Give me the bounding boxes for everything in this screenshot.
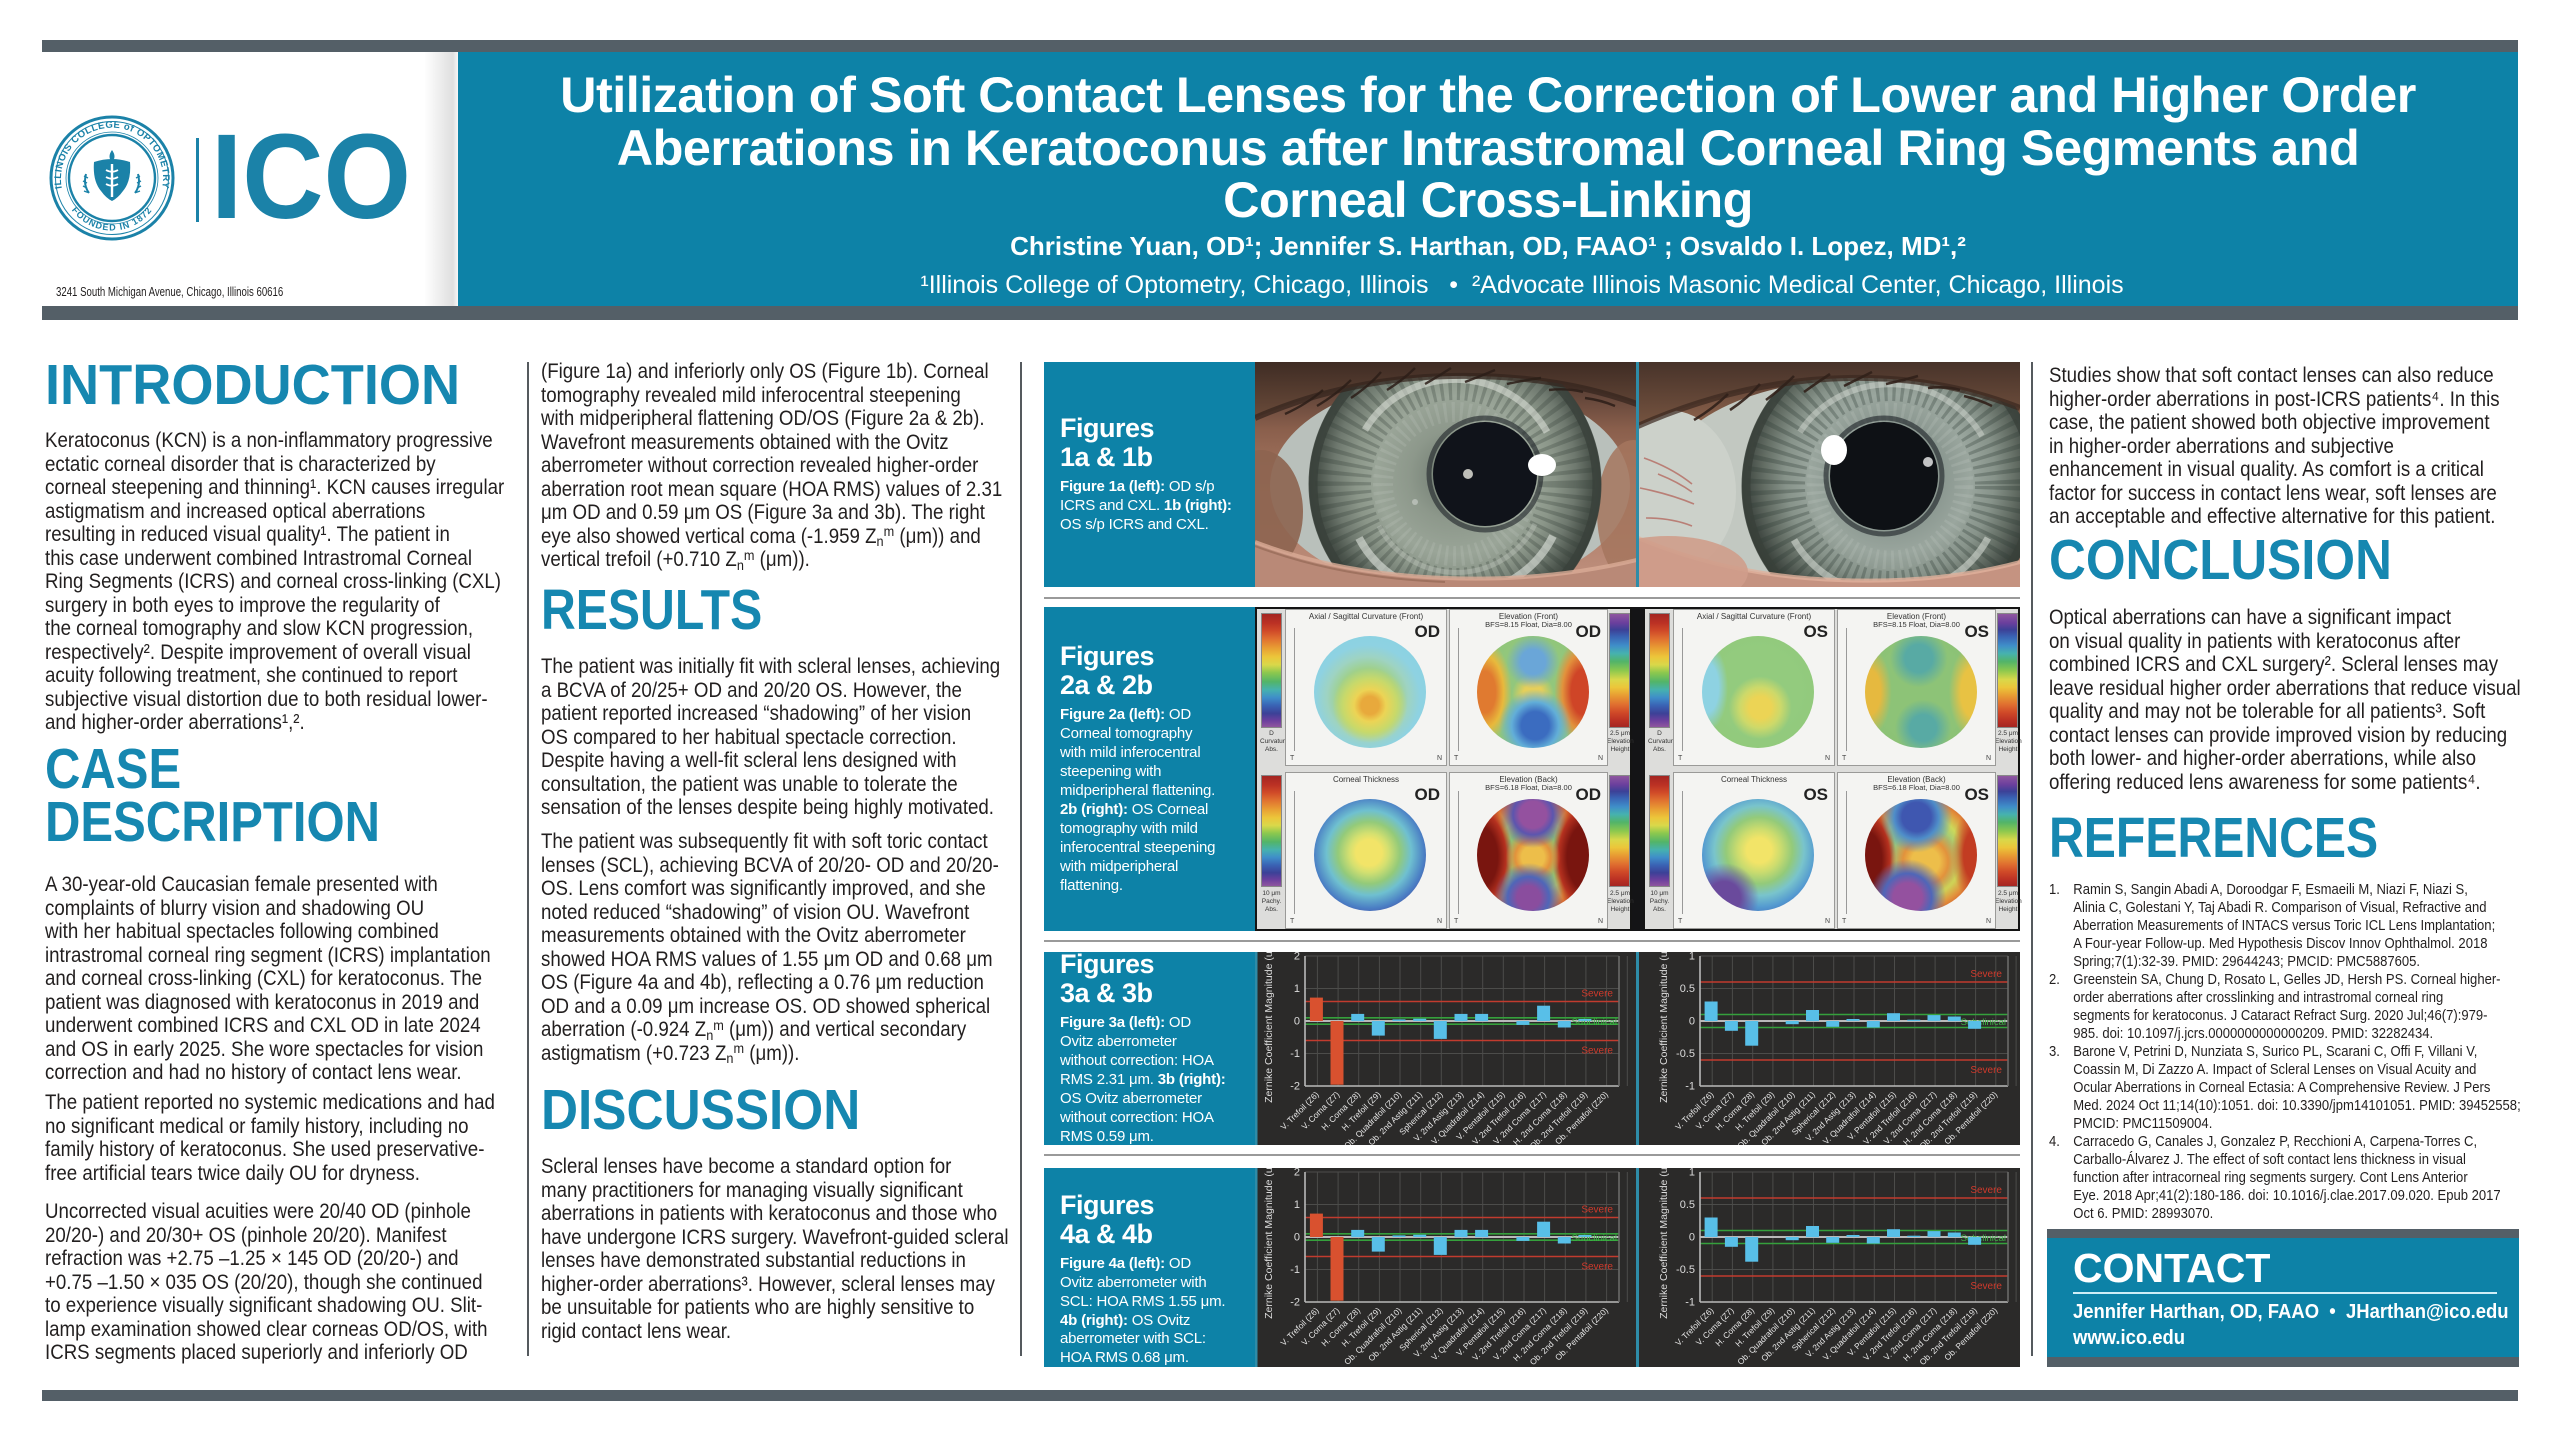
svg-text:Severe: Severe bbox=[1970, 1185, 2002, 1196]
svg-text:Severe: Severe bbox=[1581, 1205, 1613, 1216]
svg-text:1: 1 bbox=[1294, 983, 1300, 995]
svg-text:-1: -1 bbox=[1290, 1048, 1300, 1060]
svg-text:-1: -1 bbox=[1290, 1264, 1300, 1276]
svg-text:-0.5: -0.5 bbox=[1676, 1048, 1695, 1060]
svg-text:Subclinical: Subclinical bbox=[1572, 1017, 1617, 1028]
svg-text:0.5: 0.5 bbox=[1680, 1199, 1695, 1211]
svg-text:2: 2 bbox=[1294, 952, 1300, 963]
svg-text:Severe: Severe bbox=[1581, 989, 1613, 1000]
svg-text:Zernike Coefficient Magnitude: Zernike Coefficient Magnitude (um) bbox=[1658, 1168, 1670, 1319]
svg-text:-0.5: -0.5 bbox=[1676, 1264, 1695, 1276]
svg-text:2: 2 bbox=[1294, 1168, 1300, 1179]
svg-text:1: 1 bbox=[1294, 1199, 1300, 1211]
svg-text:Severe: Severe bbox=[1970, 1065, 2002, 1076]
svg-text:-1: -1 bbox=[1685, 1081, 1695, 1093]
svg-text:Zernike Coefficient Magnitude: Zernike Coefficient Magnitude (um) bbox=[1263, 952, 1275, 1103]
svg-text:Severe: Severe bbox=[1970, 969, 2002, 980]
svg-text:Severe: Severe bbox=[1970, 1281, 2002, 1292]
svg-text:Subclinical: Subclinical bbox=[1961, 1017, 2006, 1028]
svg-text:0: 0 bbox=[1689, 1232, 1695, 1244]
svg-text:-2: -2 bbox=[1290, 1297, 1300, 1309]
svg-text:0: 0 bbox=[1689, 1016, 1695, 1028]
svg-text:-1: -1 bbox=[1685, 1297, 1695, 1309]
svg-text:Severe: Severe bbox=[1581, 1046, 1613, 1057]
svg-text:1: 1 bbox=[1689, 952, 1695, 963]
svg-text:0.5: 0.5 bbox=[1680, 983, 1695, 995]
svg-text:Subclinical: Subclinical bbox=[1961, 1233, 2006, 1244]
svg-text:1: 1 bbox=[1689, 1168, 1695, 1179]
svg-text:Severe: Severe bbox=[1581, 1262, 1613, 1273]
svg-text:Zernike Coefficient Magnitude: Zernike Coefficient Magnitude (um) bbox=[1658, 952, 1670, 1103]
svg-text:0: 0 bbox=[1294, 1016, 1300, 1028]
svg-text:Zernike Coefficient Magnitude: Zernike Coefficient Magnitude (um) bbox=[1263, 1168, 1275, 1319]
svg-text:0: 0 bbox=[1294, 1232, 1300, 1244]
svg-text:-2: -2 bbox=[1290, 1081, 1300, 1093]
svg-text:Subclinical: Subclinical bbox=[1572, 1233, 1617, 1244]
